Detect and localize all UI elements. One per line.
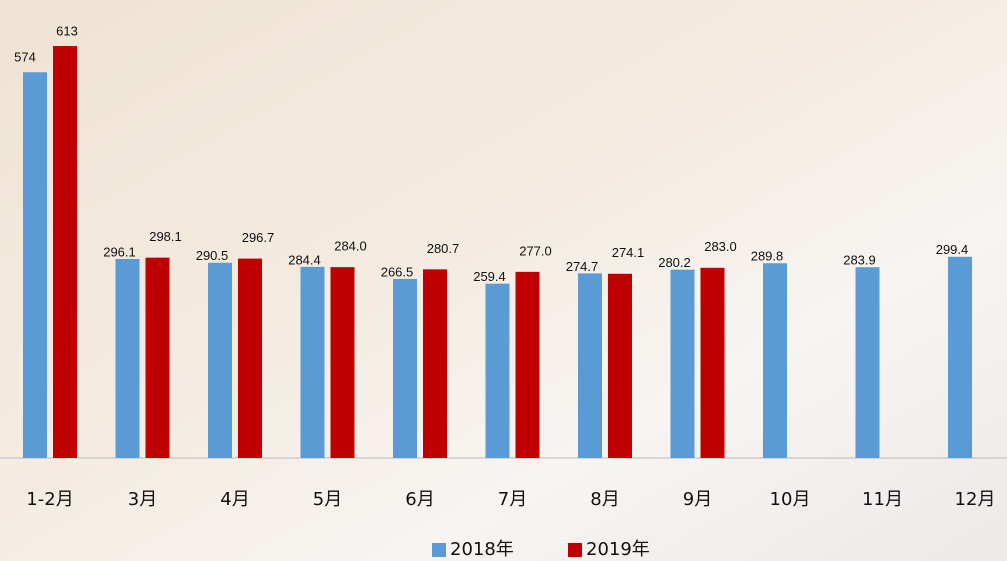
data-label: 296.7 [242,230,275,245]
x-tick-label: 12月 [955,489,996,510]
data-label: 613 [56,23,78,38]
data-label: 299.4 [936,242,969,257]
data-label: 274.7 [566,259,599,274]
data-label: 280.2 [658,255,691,270]
data-label: 280.7 [427,241,460,256]
bar [515,271,540,458]
legend-label: 2018年 [450,539,514,560]
data-label: 259.4 [473,269,506,284]
bar [578,273,602,458]
x-tick-label: 9月 [683,489,712,510]
data-label: 290.5 [196,248,229,263]
bar [855,267,880,458]
bar [53,46,77,458]
data-label: 266.5 [381,264,414,279]
data-label: 284.4 [288,252,321,267]
data-label: 277.0 [519,243,552,258]
x-tick-label: 10月 [770,489,811,510]
bar [423,269,447,458]
x-tick-label: 7月 [498,489,527,510]
data-label: 283.0 [704,239,737,254]
data-label: 283.9 [843,253,876,268]
data-label: 274.1 [612,245,645,260]
bar [608,273,632,458]
bar [330,267,355,458]
bar [763,263,787,458]
bar [485,283,510,458]
legend-swatch [432,543,446,557]
bar [300,266,325,458]
data-label: 289.8 [751,249,784,264]
x-tick-label: 1-2月 [26,489,73,510]
x-tick-label: 3月 [128,489,157,510]
bar [145,257,170,458]
legend-label: 2019年 [586,539,650,560]
x-tick-label: 4月 [220,489,249,510]
x-tick-label: 5月 [313,489,342,510]
data-label: 296.1 [103,244,136,259]
bar [948,256,972,458]
bar [393,278,417,458]
x-tick-label: 11月 [862,489,903,510]
bar [208,262,232,458]
data-label: 298.1 [149,229,182,244]
bar [115,259,140,458]
bar [23,72,47,459]
data-label: 284.0 [334,239,367,254]
data-label: 574 [14,50,36,65]
x-tick-label: 6月 [405,489,434,510]
legend-swatch [568,543,582,557]
bar [670,269,695,458]
x-tick-label: 8月 [590,489,619,510]
bar [238,258,262,458]
bar [700,267,725,458]
